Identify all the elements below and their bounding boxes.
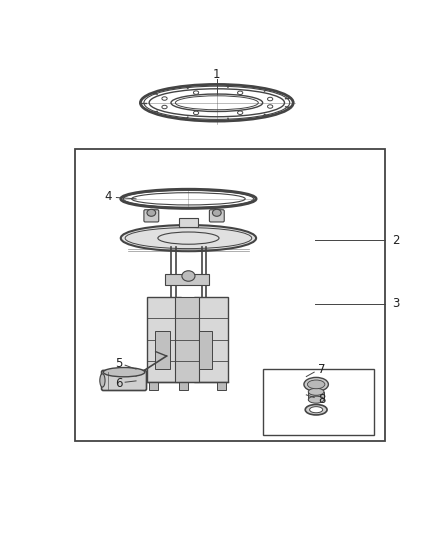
Ellipse shape [182, 271, 195, 281]
Ellipse shape [308, 396, 324, 403]
Ellipse shape [268, 98, 273, 101]
FancyBboxPatch shape [144, 210, 159, 222]
Ellipse shape [268, 105, 273, 108]
Ellipse shape [141, 84, 293, 121]
Bar [179, 217, 198, 227]
Text: 2: 2 [392, 234, 399, 247]
Ellipse shape [162, 97, 167, 100]
Bar [175, 297, 199, 382]
Ellipse shape [194, 111, 199, 115]
Ellipse shape [308, 389, 324, 395]
Ellipse shape [237, 111, 243, 115]
Ellipse shape [100, 374, 105, 387]
Ellipse shape [194, 91, 199, 94]
Text: 3: 3 [392, 297, 399, 310]
Text: 7: 7 [318, 363, 326, 376]
Ellipse shape [212, 209, 221, 216]
Ellipse shape [121, 225, 256, 251]
Ellipse shape [310, 407, 323, 413]
Bar [155, 331, 170, 369]
Text: 8: 8 [318, 393, 326, 406]
FancyBboxPatch shape [102, 370, 147, 391]
Bar [263, 369, 374, 434]
Bar [217, 382, 226, 390]
Bar [147, 297, 181, 382]
Ellipse shape [103, 368, 145, 377]
Text: 6: 6 [115, 377, 122, 390]
Bar [199, 331, 212, 369]
Text: 5: 5 [115, 357, 122, 370]
Text: 4: 4 [104, 190, 111, 203]
Ellipse shape [147, 209, 155, 216]
Bar [75, 149, 385, 441]
Bar [179, 382, 187, 390]
Ellipse shape [237, 91, 243, 94]
Bar [308, 392, 324, 400]
Ellipse shape [307, 380, 325, 389]
Ellipse shape [305, 405, 327, 415]
Bar [149, 382, 158, 390]
Bar [165, 274, 209, 285]
Text: 1: 1 [213, 68, 221, 81]
FancyBboxPatch shape [209, 210, 224, 222]
Ellipse shape [162, 105, 167, 109]
Bar [194, 297, 228, 382]
Ellipse shape [304, 377, 328, 391]
